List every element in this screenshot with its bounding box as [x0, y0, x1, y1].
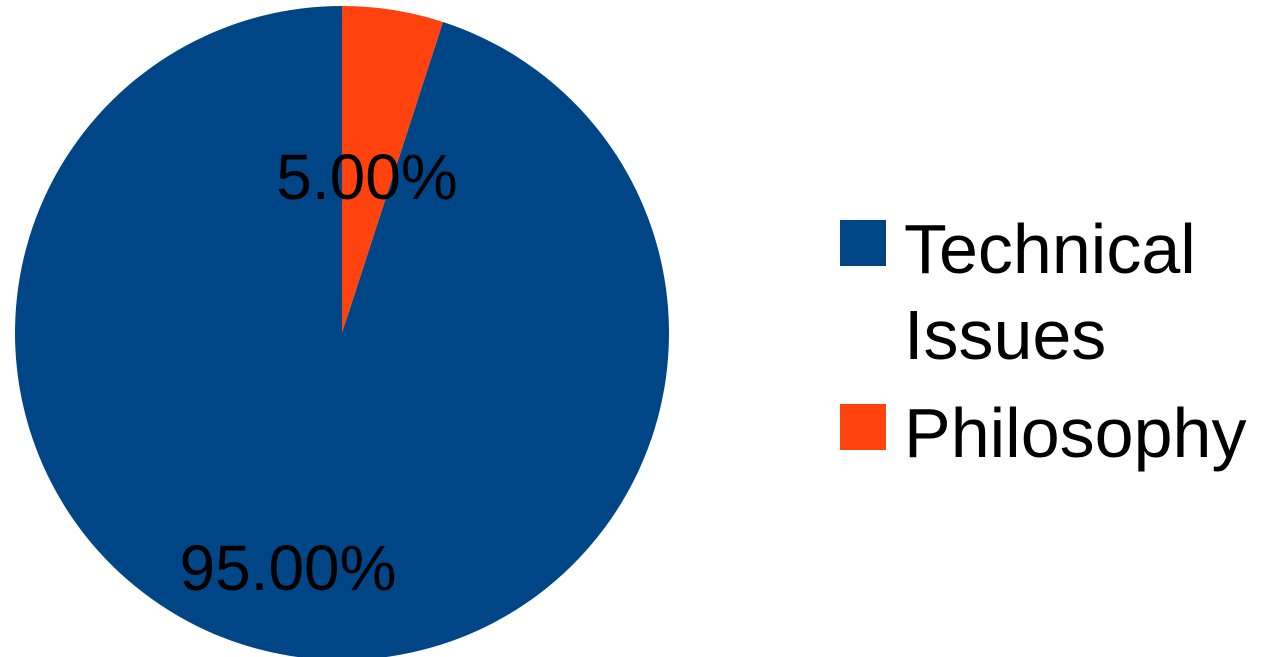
legend-item-technical-issues: Technical Issues — [840, 206, 1270, 378]
legend-swatch-philosophy — [840, 404, 886, 450]
pie-slice-philosophy — [342, 6, 444, 333]
pie-slices — [15, 6, 669, 657]
pie-data-label-technical-issues: 95.00% — [179, 532, 396, 604]
legend-item-philosophy: Philosophy — [840, 390, 1270, 476]
legend-swatch-technical-issues — [840, 220, 886, 266]
legend-label-line: Philosophy — [904, 394, 1247, 472]
pie-data-labels: 95.00% 5.00% — [179, 141, 457, 604]
pie-slice-technical-issues — [15, 6, 669, 657]
pie-data-label-philosophy: 5.00% — [276, 141, 457, 213]
legend-label-technical-issues: Technical Issues — [904, 206, 1196, 378]
legend-label-line: Issues — [904, 296, 1107, 374]
legend-label-philosophy: Philosophy — [904, 390, 1246, 476]
legend: Technical Issues Philosophy — [840, 206, 1270, 488]
legend-label-line: Technical — [904, 210, 1196, 288]
